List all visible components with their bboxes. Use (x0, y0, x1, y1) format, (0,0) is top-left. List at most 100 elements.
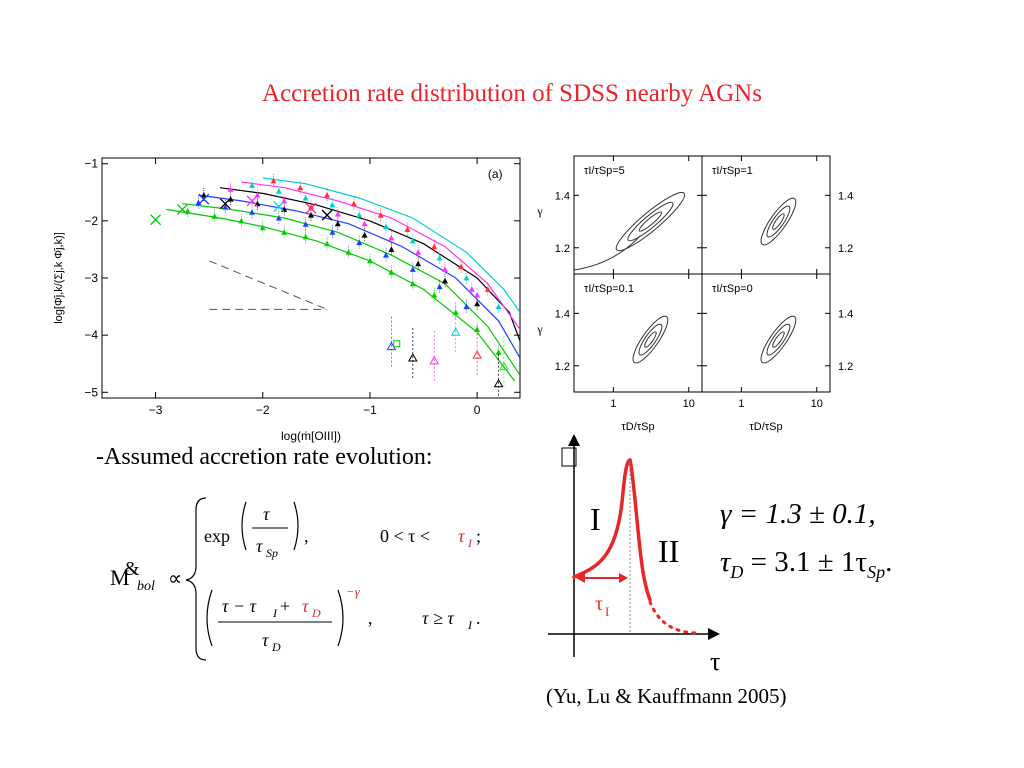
data-point (415, 260, 422, 267)
likelihood-contour (644, 331, 657, 348)
data-point (249, 182, 256, 188)
data-point (441, 266, 448, 272)
data-point (377, 212, 384, 218)
likelihood-contour (632, 315, 669, 364)
likelihood-contour (760, 315, 797, 364)
cross-marker (273, 201, 285, 213)
accretion-formula: M & bol ∝ exp τ τ Sp , 0 < τ < τ I ; τ −… (110, 497, 481, 661)
case1-den: τ (256, 536, 263, 556)
assumed-evolution-text: -Assumed accretion rate evolution: (96, 444, 433, 470)
panel-label: (a) (488, 167, 503, 181)
contour-panel-label: τI/τSp=1 (712, 165, 753, 177)
evo-x-arrow (708, 628, 720, 640)
x-tick-label: −3 (149, 403, 163, 417)
likelihood-contour (760, 197, 797, 246)
upper-limit-marker (472, 350, 482, 359)
data-point (249, 209, 256, 215)
data-point (308, 212, 314, 218)
evo-tau-i-label: τ (595, 593, 603, 615)
case2-num-sub: I (272, 606, 278, 620)
data-point (468, 286, 475, 292)
fit-tau-d: τD = 3.1 ± 1τSp. (720, 546, 892, 583)
data-point (474, 300, 481, 307)
data-point (484, 286, 491, 292)
case2-condition-sub: I (467, 618, 473, 632)
contour-y-tick-label: 1.2 (555, 243, 570, 255)
data-point (361, 232, 368, 238)
data-point (383, 252, 390, 258)
data-point (409, 237, 416, 244)
likelihood-contour (766, 205, 791, 238)
y-tick-label: −4 (84, 328, 98, 342)
y-tick-label: −2 (84, 214, 98, 228)
y-tick-label: −5 (84, 385, 98, 399)
data-point (302, 195, 309, 201)
likelihood-contour (766, 323, 791, 356)
case1-comma: , (304, 526, 309, 546)
evo-y-label-box (561, 447, 577, 467)
case2-num: τ − τ (222, 596, 257, 616)
contour-x-tick-label: 1 (738, 398, 744, 410)
data-point (329, 201, 336, 208)
case1-paren-left (241, 501, 247, 551)
data-point (356, 212, 363, 218)
likelihood-contour (627, 201, 674, 242)
data-point (388, 246, 395, 252)
formula-lhs: M (110, 565, 130, 590)
case2-den-sub: D (271, 640, 281, 654)
data-point (463, 275, 470, 281)
y-tick-label: −3 (84, 271, 98, 285)
data-point (222, 204, 229, 210)
case2-paren-right (337, 589, 344, 647)
case1-condition: 0 < τ < (380, 526, 430, 546)
cross-marker (305, 202, 317, 214)
case2-den: τ (262, 630, 269, 650)
fit-tau-sub-sp: Sp (867, 561, 886, 582)
likelihood-contour (615, 191, 686, 252)
evo-tau-i-arrow-left (576, 573, 585, 583)
case2-power: −γ (346, 584, 361, 599)
case1-exp: exp (204, 526, 230, 546)
data-point (356, 239, 363, 246)
formula-lhs-sub: bol (137, 579, 155, 594)
data-point (366, 257, 373, 264)
x-tick-label: −1 (363, 403, 377, 417)
case2-paren-left (206, 589, 213, 647)
case2-num-red: τ (302, 596, 309, 616)
data-point (463, 303, 470, 310)
data-point (431, 292, 438, 298)
data-point (415, 249, 422, 255)
evo-y-arrow (568, 434, 580, 446)
evo-tau-i-arrow-right (619, 573, 628, 583)
chart-plot-area (150, 173, 520, 398)
data-point (409, 280, 416, 287)
data-point (441, 277, 448, 284)
fit-tau-end: . (885, 546, 893, 578)
data-point (361, 220, 368, 227)
accretion-rate-chart: −3 −2 −1 0 −1 −2 −3 −4 −5 log(ṁ[OIII]) log[Φ̄j,k/(… (53, 157, 521, 443)
model-curve (182, 203, 520, 376)
evo-tau-i-sub: I (605, 604, 609, 619)
data-point (200, 192, 207, 198)
data-point (259, 224, 266, 231)
fit-tau-mid: = 3.1 ± 1τ (743, 546, 868, 578)
cross-marker (176, 203, 188, 215)
contour-panel-label: τI/τSp=0 (712, 283, 753, 295)
formula-proportional: ∝ (168, 568, 182, 590)
x-axis-label: log(ṁ[OIII]) (281, 429, 341, 443)
model-curve (262, 177, 520, 313)
contour-y-axis-label: γ (536, 204, 543, 218)
contour-y-tick-label: 1.2 (555, 361, 570, 373)
data-point (334, 220, 341, 227)
contour-group (574, 191, 686, 271)
evolution-diagram: τ I I II τ (548, 434, 720, 676)
dashed-reference-line (209, 260, 328, 310)
case1-num: τ (263, 504, 270, 524)
y-axis-label: log[Φ̄j,k/(Σj,k Φ̄j,k)] (53, 232, 65, 324)
data-point (270, 177, 277, 184)
data-point (388, 269, 395, 275)
case1-den-sub: Sp (266, 546, 278, 560)
square-marker (393, 340, 401, 348)
case1-condition-red: τ (458, 526, 465, 546)
x-tick-label: 0 (474, 403, 481, 417)
